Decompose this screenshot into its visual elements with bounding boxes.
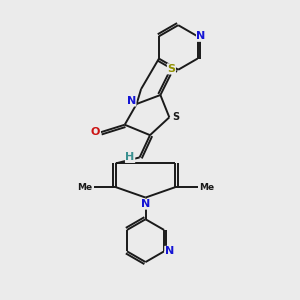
Text: S: S [172,112,179,122]
Text: H: H [125,152,135,162]
Text: Me: Me [77,183,92,192]
Text: N: N [196,31,206,41]
Text: N: N [127,96,136,106]
Text: N: N [165,246,174,256]
Text: S: S [167,64,175,74]
Text: O: O [91,127,100,137]
Text: N: N [141,199,150,209]
Text: Me: Me [199,183,214,192]
